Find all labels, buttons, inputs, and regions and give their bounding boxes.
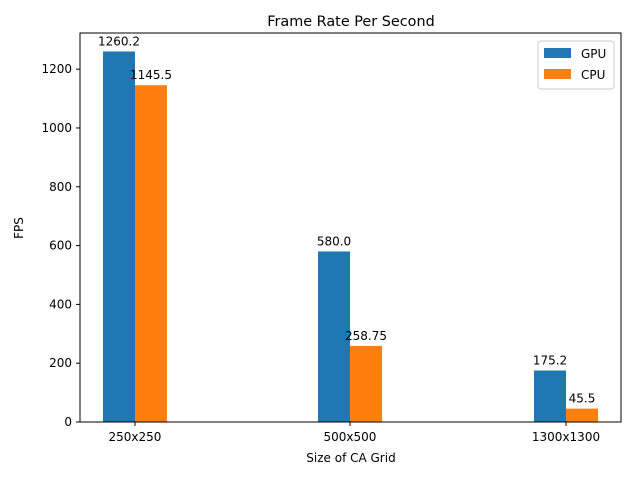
bar-value-label: 45.5: [569, 392, 596, 406]
x-tick-label: 1300x1300: [532, 430, 600, 444]
legend-swatch-gpu: [544, 48, 571, 58]
y-tick-label: 800: [49, 180, 72, 194]
bar-gpu-250x250: [103, 51, 135, 423]
y-tick-label: 600: [49, 239, 72, 253]
y-tick-label: 200: [49, 356, 72, 370]
chart-title: Frame Rate Per Second: [267, 14, 434, 30]
x-tick-label: 500x500: [324, 430, 377, 444]
bar-gpu-500x500: [318, 251, 350, 422]
y-tick-label: 0: [64, 415, 72, 429]
x-axis-label: Size of CA Grid: [306, 451, 395, 465]
plot-frame: [79, 32, 622, 423]
x-tick-label: 250x250: [109, 430, 162, 444]
x-axis: 250x250 500x500 1300x1300: [109, 422, 600, 444]
bar-value-label: 1260.2: [98, 34, 140, 48]
legend-swatch-cpu: [544, 69, 571, 79]
bar-value-label: 1145.5: [130, 68, 172, 82]
bar-cpu-1300x1300: [566, 408, 598, 422]
legend: GPU CPU: [537, 40, 615, 90]
legend-label: CPU: [581, 68, 605, 82]
bars-layer: [103, 51, 598, 423]
y-tick-label: 400: [49, 297, 72, 311]
y-axis: 0 200 400 600 800 1000 1200: [41, 62, 80, 429]
bar-value-label: 580.0: [317, 234, 351, 248]
bar-gpu-1300x1300: [534, 370, 566, 422]
legend-label: GPU: [581, 47, 606, 61]
bar-value-label: 258.75: [345, 329, 387, 343]
y-axis-label: FPS: [12, 217, 26, 239]
y-tick-label: 1000: [41, 121, 72, 135]
bar-cpu-500x500: [350, 345, 382, 422]
y-tick-label: 1200: [41, 62, 72, 76]
bar-cpu-250x250: [135, 85, 167, 423]
bar-labels-layer: 1260.2 580.0 175.2 1145.5 258.75 45.5: [98, 34, 595, 405]
bar-value-label: 175.2: [533, 353, 567, 367]
